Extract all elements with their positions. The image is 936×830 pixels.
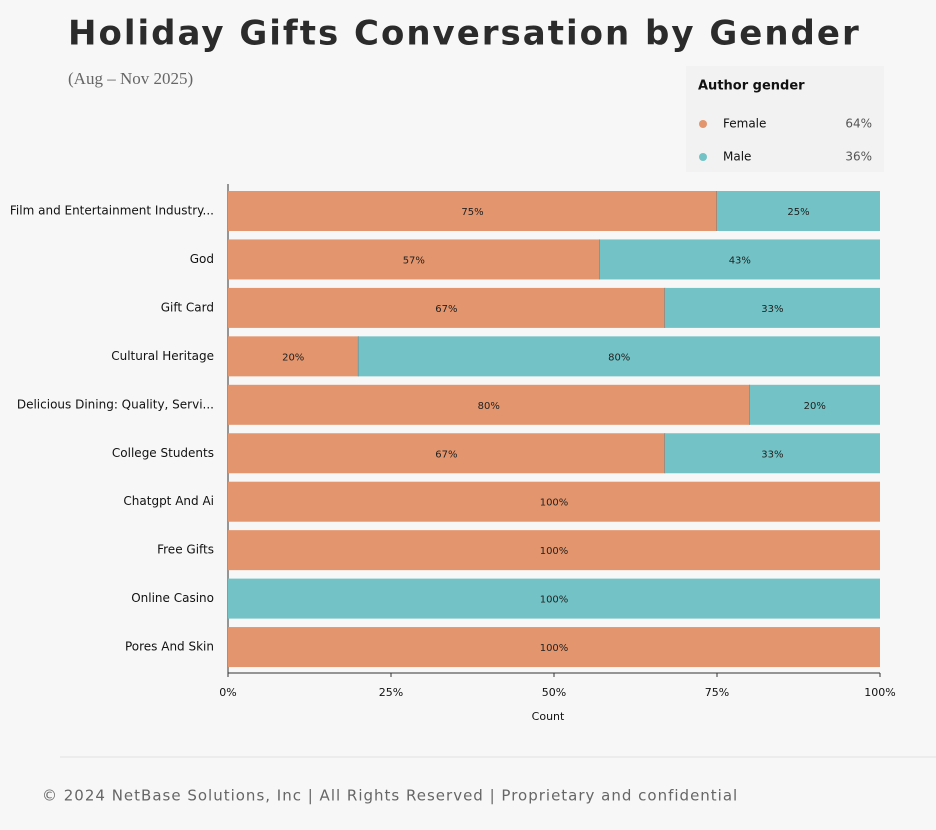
category-label: College Students [112,446,214,460]
x-tick-label: 50% [542,686,566,699]
bar-segment [228,239,600,280]
value-label: 33% [761,304,783,315]
bar-segment [228,578,880,619]
legend-marker [699,153,707,161]
value-label: 20% [282,352,304,363]
category-label: Pores And Skin [125,640,214,654]
x-tick-label: 0% [219,686,236,699]
bar-segment [228,191,717,231]
legend-label: Female [723,117,766,131]
bar-segment [228,336,359,377]
bar-segment [228,433,665,474]
bar-segment [358,336,880,377]
bar-segment [228,530,880,571]
bar-segment [717,191,880,231]
bar-segment [749,384,880,425]
value-label: 43% [729,255,751,266]
value-label: 20% [804,401,826,412]
bar-segment [228,384,750,425]
category-label: Online Casino [131,591,214,605]
category-label: Delicious Dining: Quality, Servi... [17,397,214,411]
value-label: 100% [540,643,569,654]
value-label: 100% [540,498,569,509]
value-label: 33% [761,449,783,460]
category-label: Film and Entertainment Industry... [10,204,214,218]
legend-share: 36% [845,150,872,164]
bar-segment [228,287,665,328]
category-label: God [190,252,214,266]
value-label: 75% [461,207,483,218]
value-label: 100% [540,595,569,606]
value-label: 67% [435,449,457,460]
bar-segment [664,287,880,328]
value-label: 100% [540,546,569,557]
bar-segment [664,433,880,474]
category-label: Cultural Heritage [111,349,214,363]
x-axis-label: Count [532,710,565,723]
x-tick-label: 25% [379,686,403,699]
legend-title: Author gender [698,79,805,94]
legend-box [686,66,884,172]
value-label: 57% [403,255,425,266]
bar-segment [228,627,880,668]
bar-segment [228,481,880,522]
chart-subtitle: (Aug – Nov 2025) [68,69,193,88]
value-label: 80% [608,352,630,363]
x-tick-label: 75% [705,686,729,699]
legend-marker [699,120,707,128]
bar-segment [599,239,880,280]
value-label: 25% [787,207,809,218]
legend-label: Male [723,150,751,164]
chart-title: Holiday Gifts Conversation by Gender [68,14,861,54]
category-label: Free Gifts [157,543,214,557]
value-label: 67% [435,304,457,315]
value-label: 80% [478,401,500,412]
x-tick-label: 100% [864,686,895,699]
category-label: Gift Card [161,300,214,314]
category-label: Chatgpt And Ai [123,494,214,508]
footer: © 2024 NetBase Solutions, Inc | All Righ… [42,787,738,805]
legend-share: 64% [845,117,872,131]
